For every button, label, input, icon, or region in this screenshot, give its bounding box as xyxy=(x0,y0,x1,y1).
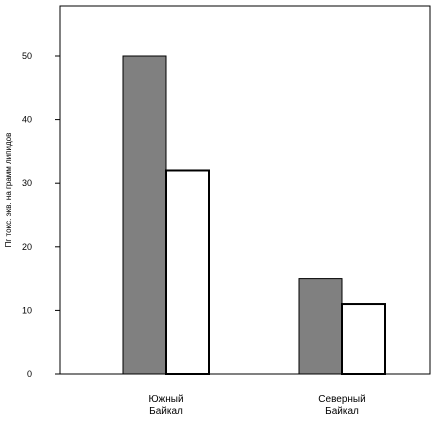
bars xyxy=(122,55,386,376)
y-tick-label: 10 xyxy=(22,305,32,315)
category-label: Байкал xyxy=(149,406,183,417)
plot-frame xyxy=(59,5,431,375)
y-tick-label: 40 xyxy=(22,115,32,125)
category-label: Южный xyxy=(148,394,183,405)
bar xyxy=(122,55,167,375)
y-tick-label: 50 xyxy=(22,51,32,61)
y-tick-label: 0 xyxy=(27,369,32,379)
bar xyxy=(341,303,386,376)
y-axis-label: Пг токс. экв. на грамм липидов xyxy=(4,133,13,248)
bar xyxy=(298,278,343,375)
y-tick-label: 20 xyxy=(22,242,32,252)
category-label: Байкал xyxy=(325,406,359,417)
bar xyxy=(165,169,210,375)
y-tick-label: 30 xyxy=(22,178,32,188)
y-axis-ticks: 0 10 20 30 40 50 xyxy=(22,51,60,379)
category-label: Северный xyxy=(318,394,365,405)
